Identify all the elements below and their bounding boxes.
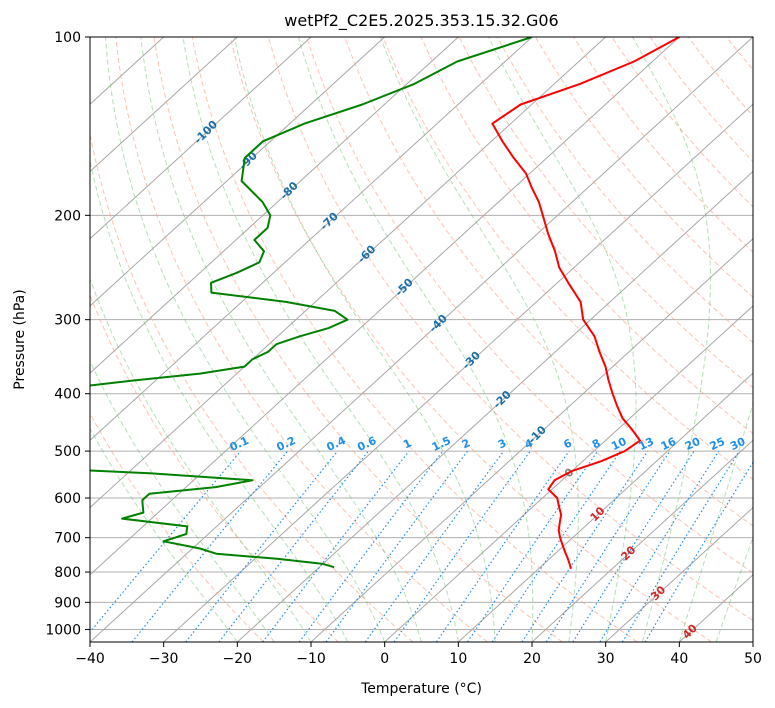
isotherm-line	[90, 37, 238, 173]
y-tick-label: 400	[54, 387, 81, 403]
moist-adiabat-line	[90, 277, 312, 642]
dry-adiabat-line	[90, 131, 414, 642]
y-tick-label: 300	[54, 313, 81, 329]
mixing-ratio-label: 13	[637, 435, 656, 453]
mixing-ratio-line	[262, 450, 410, 642]
y-axis-label: Pressure (hPa)	[12, 289, 28, 389]
moist-adiabat-line	[182, 37, 459, 642]
isotherm-line	[90, 37, 533, 442]
x-tick-label: −40	[75, 651, 105, 667]
y-axis-ticks: 100 200 300 400 500 600 700 800 900 1000	[45, 30, 90, 638]
dry-adiabat-line	[229, 37, 712, 642]
dry-adiabat-line	[115, 37, 488, 642]
moist-adiabat-line	[715, 535, 753, 642]
x-tick-label: 30	[597, 651, 615, 667]
x-axis-ticks: −40 −30 −20 −10 0 10 20 30 40 50	[75, 642, 762, 667]
temperature-profile-line	[491, 37, 680, 570]
moist-adiabat-line	[90, 427, 238, 642]
horizontal-gridlines	[90, 37, 753, 630]
isotherm-line	[90, 37, 680, 576]
isotherm-line	[163, 103, 753, 642]
isotherm-line	[90, 37, 312, 240]
x-tick-label: −30	[149, 651, 179, 667]
mixing-ratio-label: 25	[708, 435, 727, 453]
x-tick-label: 40	[670, 651, 688, 667]
isotherm-line	[384, 305, 753, 642]
dewpoint-profile-line	[90, 37, 533, 569]
isotherm-line	[457, 372, 753, 642]
mixing-ratio-line	[467, 450, 599, 642]
dry-adiabat-line	[458, 37, 753, 389]
moist-adiabat-line	[297, 37, 534, 642]
x-tick-label: −10	[296, 651, 326, 667]
chart-title: wetPf2_C2E5.2025.353.15.32.G06	[284, 11, 558, 31]
y-tick-label: 100	[54, 30, 81, 46]
y-tick-label: 700	[54, 531, 81, 547]
moist-adiabat-line	[380, 37, 579, 642]
y-tick-label: 900	[54, 595, 81, 611]
y-tick-label: 800	[54, 565, 81, 581]
isotherm-line	[236, 170, 753, 642]
mixing-ratio-line	[599, 450, 720, 642]
dry-adiabat-line	[765, 37, 775, 642]
mixing-ratio-label: 10	[609, 435, 629, 453]
moist-adiabat-line	[488, 37, 637, 642]
y-tick-label: 500	[54, 444, 81, 460]
dry-adiabat-line	[306, 37, 753, 574]
mixing-ratio-label: 16	[659, 435, 679, 453]
mixing-ratio-label: 20	[683, 435, 703, 453]
x-axis-label: Temperature (°C)	[360, 681, 482, 697]
dry-adiabat-line	[611, 37, 753, 208]
mixing-ratio-line	[545, 450, 671, 642]
moist-adiabats	[90, 37, 753, 642]
dry-adiabat-line	[649, 37, 753, 163]
x-tick-label: 50	[744, 651, 762, 667]
dry-adiabat-line	[420, 37, 753, 435]
mixing-ratio-line	[644, 461, 753, 642]
mixing-ratio-line	[572, 450, 695, 642]
dry-adiabat-line	[191, 37, 638, 642]
mixing-ratio-line	[90, 450, 242, 634]
y-tick-label: 600	[54, 491, 81, 507]
y-tick-label: 1000	[45, 622, 81, 638]
mixing-ratio-line	[621, 450, 740, 642]
moist-adiabat-line	[233, 37, 496, 642]
isotherm-line	[605, 506, 753, 642]
dry-adiabat-line	[382, 37, 753, 481]
dry-adiabat-line	[496, 37, 753, 344]
isotherm-line	[752, 641, 753, 642]
mixing-ratio-line	[131, 450, 289, 642]
moist-adiabat-line	[678, 401, 753, 642]
moist-adiabat-line	[632, 37, 711, 642]
isotherm-line	[531, 439, 753, 642]
dry-adiabat-line	[344, 37, 753, 527]
plot-frame	[89, 36, 754, 643]
mixing-ratio-line	[393, 450, 531, 642]
dry-adiabat-line	[268, 37, 753, 622]
profile-series	[90, 37, 680, 570]
mixing-ratio-line	[218, 450, 369, 642]
moist-adiabat-line	[90, 359, 275, 642]
skewed-isotherms	[90, 37, 753, 642]
x-tick-label: 20	[523, 651, 541, 667]
x-tick-label: −20	[223, 651, 253, 667]
dry-adiabats	[90, 37, 775, 642]
x-tick-label: 10	[449, 651, 467, 667]
y-tick-label: 200	[54, 208, 81, 224]
moist-adiabat-line	[90, 158, 349, 642]
mixing-ratio-label: 30	[728, 435, 748, 453]
mixing-ratio-line	[364, 450, 505, 642]
isotherm-line	[90, 37, 607, 509]
dry-adiabat-line	[535, 37, 753, 298]
x-tick-label: 0	[380, 651, 389, 667]
mixing-ratio-lines	[90, 450, 753, 642]
isotherm-line	[90, 37, 459, 374]
isotherm-line	[90, 37, 386, 307]
mixing-ratio-line	[185, 450, 339, 642]
